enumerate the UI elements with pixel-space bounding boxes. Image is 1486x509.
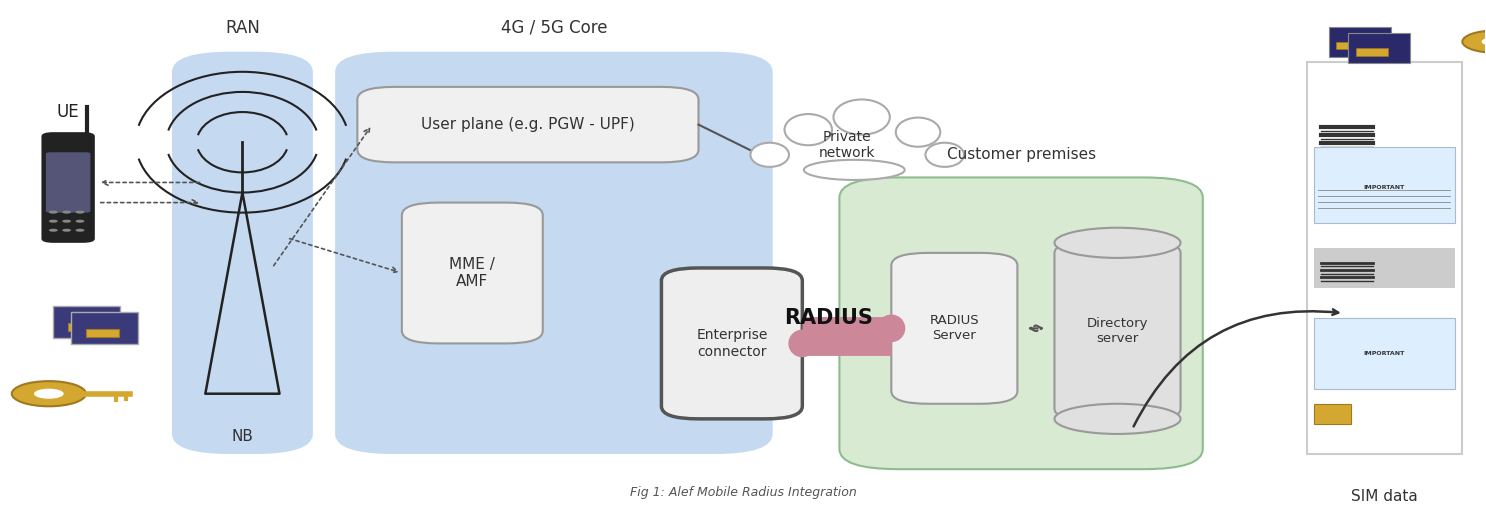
Text: Enterprise
connector: Enterprise connector bbox=[695, 328, 768, 358]
FancyBboxPatch shape bbox=[1328, 26, 1391, 56]
Text: IMPORTANT: IMPORTANT bbox=[1364, 185, 1406, 190]
FancyBboxPatch shape bbox=[86, 329, 119, 337]
FancyBboxPatch shape bbox=[336, 52, 773, 454]
Circle shape bbox=[12, 381, 86, 406]
FancyBboxPatch shape bbox=[1314, 318, 1455, 389]
Circle shape bbox=[1482, 37, 1486, 46]
Text: Private
network: Private network bbox=[819, 130, 875, 160]
Ellipse shape bbox=[785, 114, 832, 145]
Circle shape bbox=[76, 220, 85, 223]
Circle shape bbox=[34, 389, 64, 399]
Circle shape bbox=[49, 229, 58, 232]
FancyBboxPatch shape bbox=[71, 312, 138, 345]
Ellipse shape bbox=[804, 160, 905, 180]
Circle shape bbox=[76, 211, 85, 214]
FancyBboxPatch shape bbox=[172, 52, 314, 454]
Text: NB: NB bbox=[232, 429, 253, 444]
Ellipse shape bbox=[896, 118, 941, 147]
FancyBboxPatch shape bbox=[1055, 243, 1180, 419]
Ellipse shape bbox=[789, 330, 816, 357]
FancyBboxPatch shape bbox=[401, 203, 542, 344]
Text: Fig 1: Alef Mobile Radius Integration: Fig 1: Alef Mobile Radius Integration bbox=[630, 486, 856, 499]
FancyBboxPatch shape bbox=[661, 268, 802, 419]
FancyBboxPatch shape bbox=[68, 323, 101, 331]
FancyBboxPatch shape bbox=[892, 253, 1018, 404]
FancyBboxPatch shape bbox=[840, 178, 1202, 469]
FancyBboxPatch shape bbox=[1314, 248, 1455, 288]
Ellipse shape bbox=[877, 315, 905, 342]
Text: RADIUS: RADIUS bbox=[785, 308, 874, 328]
Circle shape bbox=[1462, 31, 1486, 53]
Ellipse shape bbox=[1055, 404, 1180, 434]
Ellipse shape bbox=[750, 143, 789, 167]
FancyBboxPatch shape bbox=[1306, 62, 1462, 454]
Text: 4G / 5G Core: 4G / 5G Core bbox=[501, 19, 608, 37]
Circle shape bbox=[62, 220, 71, 223]
FancyBboxPatch shape bbox=[357, 87, 698, 162]
Text: UE: UE bbox=[56, 103, 79, 121]
FancyBboxPatch shape bbox=[1314, 404, 1351, 424]
Text: MME /
AMF: MME / AMF bbox=[449, 257, 495, 289]
Circle shape bbox=[62, 211, 71, 214]
FancyBboxPatch shape bbox=[1314, 147, 1455, 223]
Text: Customer premises: Customer premises bbox=[947, 147, 1095, 162]
Ellipse shape bbox=[834, 99, 890, 135]
Ellipse shape bbox=[926, 143, 964, 167]
FancyBboxPatch shape bbox=[53, 306, 120, 338]
Text: RADIUS
Server: RADIUS Server bbox=[930, 315, 979, 343]
Ellipse shape bbox=[1055, 228, 1180, 258]
Text: User plane (e.g. PGW - UPF): User plane (e.g. PGW - UPF) bbox=[421, 117, 635, 132]
Text: Directory
server: Directory server bbox=[1086, 317, 1149, 345]
Circle shape bbox=[76, 229, 85, 232]
FancyBboxPatch shape bbox=[46, 152, 91, 213]
Circle shape bbox=[49, 211, 58, 214]
FancyBboxPatch shape bbox=[42, 132, 95, 243]
FancyBboxPatch shape bbox=[1348, 33, 1410, 63]
Circle shape bbox=[49, 220, 58, 223]
FancyBboxPatch shape bbox=[1336, 42, 1369, 49]
Text: SIM data: SIM data bbox=[1351, 489, 1418, 504]
Text: RAN: RAN bbox=[224, 19, 260, 37]
FancyBboxPatch shape bbox=[1355, 48, 1388, 55]
Circle shape bbox=[62, 229, 71, 232]
Text: IMPORTANT: IMPORTANT bbox=[1364, 351, 1406, 356]
